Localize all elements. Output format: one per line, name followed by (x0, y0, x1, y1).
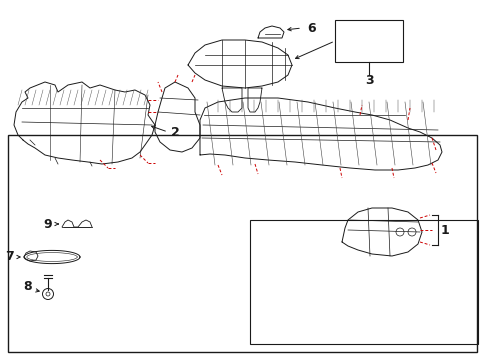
Bar (8, 135, 477, 352)
Text: 3: 3 (365, 75, 373, 87)
Text: 8: 8 (24, 279, 32, 292)
Text: 9: 9 (44, 217, 52, 230)
Text: 2: 2 (171, 126, 179, 139)
Text: 1: 1 (441, 224, 449, 237)
Bar (335, 20, 403, 62)
Text: 7: 7 (5, 251, 14, 264)
Bar (250, 220, 478, 344)
Text: 6: 6 (308, 22, 317, 35)
